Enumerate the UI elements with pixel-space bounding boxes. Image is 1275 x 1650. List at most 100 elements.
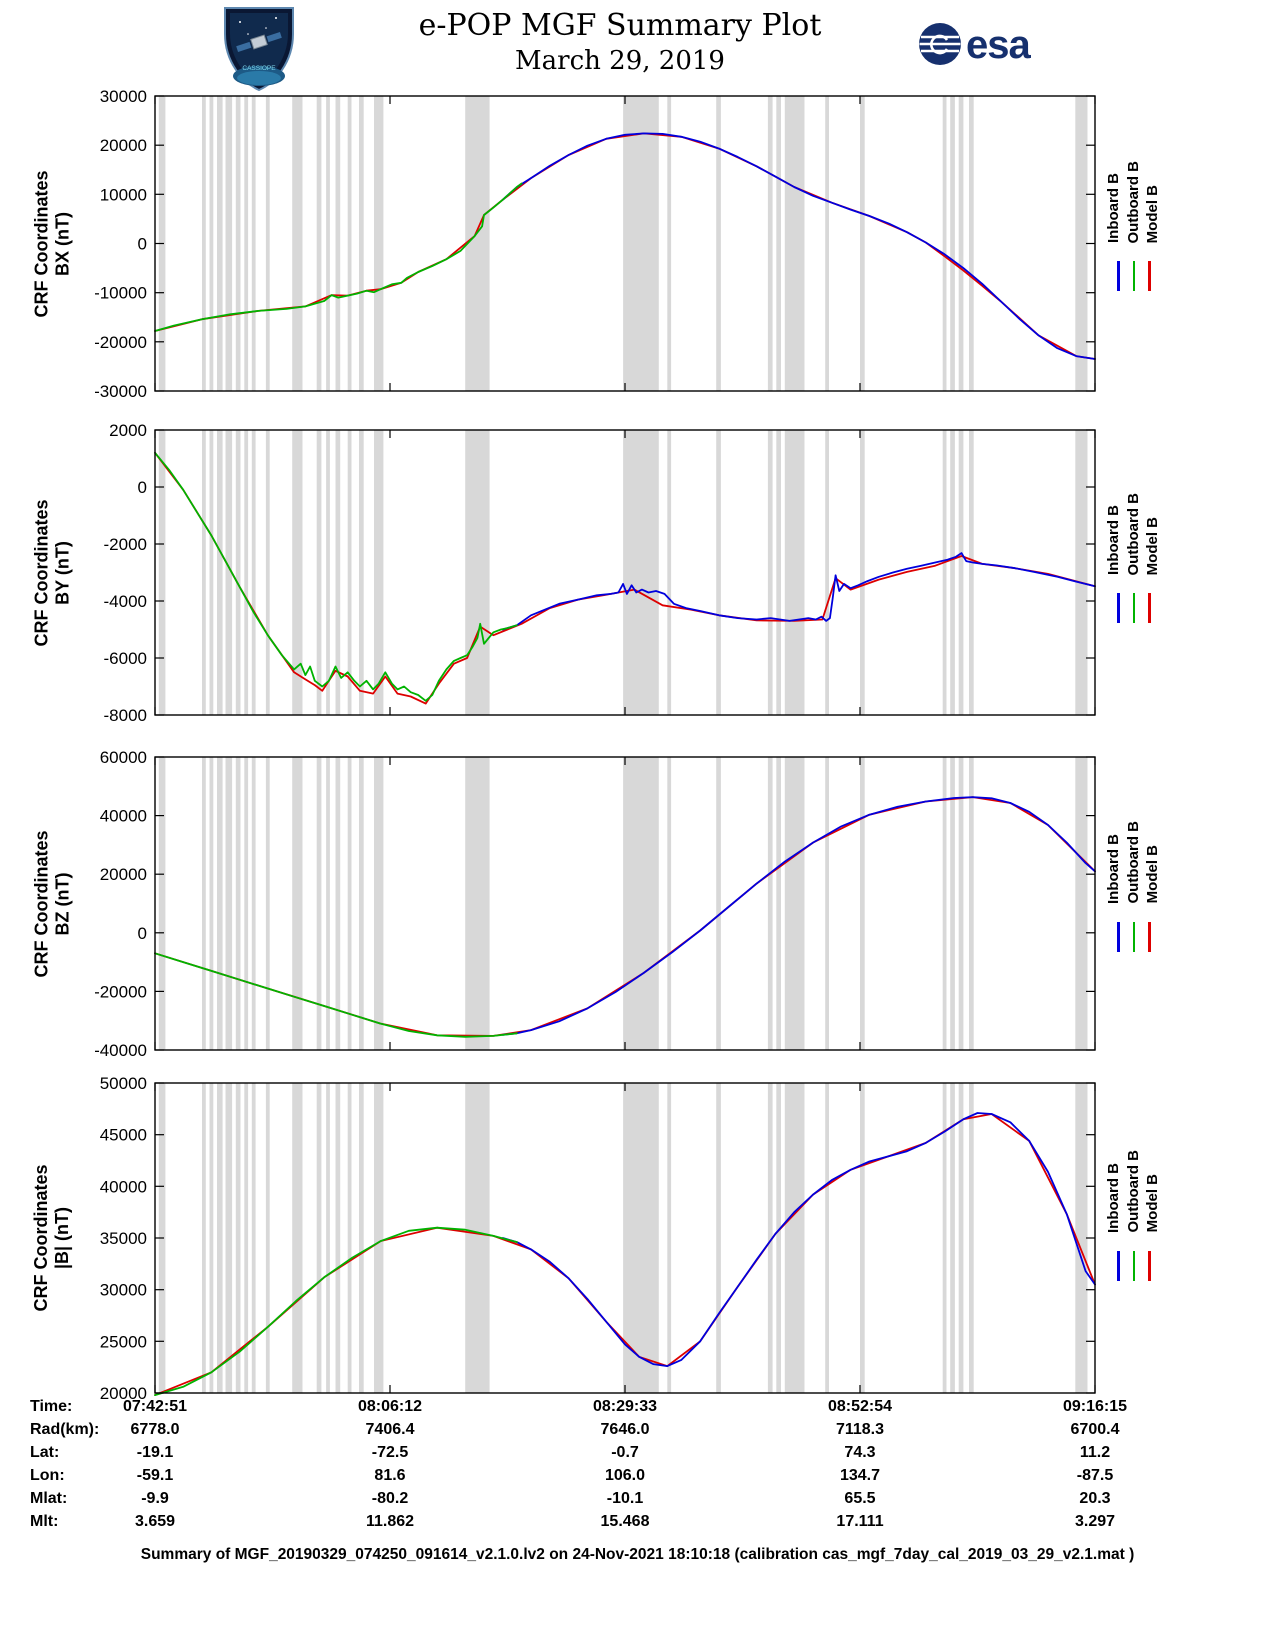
table-row: Lon: -59.1 81.6 106.0 134.7 -87.5 <box>0 1467 1275 1490</box>
table-cell: -72.5 <box>371 1444 409 1461</box>
y-tick-label: -2000 <box>104 535 147 554</box>
data-gap-band <box>1075 430 1088 715</box>
legend-label-outboard-b: Outboard B <box>1124 160 1142 244</box>
data-gap-band <box>767 757 773 1050</box>
table-cell: 11.862 <box>365 1513 415 1530</box>
bz-plot: -40000 -20000 0 20000 40000 60000 <box>95 748 1096 1060</box>
legend-label-inboard-b: Inboard B <box>1105 833 1123 904</box>
table-cell: 7118.3 <box>835 1421 885 1438</box>
data-gap-band <box>667 96 672 391</box>
data-gap-band <box>776 96 781 391</box>
footer-summary-line: Summary of MGF_20190329_074250_091614_v2… <box>140 1546 1135 1563</box>
data-gap-band <box>667 430 672 715</box>
series-path-inboard-b <box>501 1112 1096 1367</box>
data-gap-band <box>958 757 964 1050</box>
legend-labels: Inboard B Outboard B Model B <box>1105 810 1162 904</box>
data-gap-band <box>335 1083 341 1393</box>
table-row-label: Time: <box>30 1398 73 1415</box>
series-path-outboard-b <box>154 182 523 332</box>
data-gap-band <box>359 430 364 715</box>
data-gap-band <box>950 1083 955 1393</box>
table-row-label: Lon: <box>30 1467 65 1484</box>
legend-label-outboard-b: Outboard B <box>1124 492 1142 576</box>
data-gap-band <box>225 430 233 715</box>
data-gap-band <box>825 1083 829 1393</box>
data-gap-band <box>667 757 672 1050</box>
y-tick-label: -30000 <box>95 382 147 401</box>
legend-line-outboard-b <box>1132 593 1136 624</box>
data-gap-band <box>950 430 955 715</box>
data-gap-band <box>326 757 330 1050</box>
y-tick-label: -6000 <box>104 649 147 668</box>
y-tick-label: 20000 <box>100 1384 147 1403</box>
data-gap-band <box>158 430 166 715</box>
table-cell: 09:16:15 <box>1062 1398 1128 1415</box>
table-cell: 08:06:12 <box>357 1398 423 1415</box>
y-tick-label: -10000 <box>95 284 147 303</box>
data-gap-band <box>292 96 303 391</box>
series-path-outboard-b <box>154 1226 518 1396</box>
legend-by: Inboard B Outboard B Model B <box>1101 481 1167 624</box>
bmag-plot: 20000 25000 30000 35000 40000 45000 50000 <box>100 1074 1096 1403</box>
data-gap-band <box>950 757 955 1050</box>
y-tick-label: 40000 <box>100 1177 147 1196</box>
legend-line-model-b <box>1148 921 1151 952</box>
table-cell: -9.9 <box>141 1490 169 1507</box>
legend-label-model-b: Model B <box>1144 184 1162 244</box>
data-gap-band <box>235 96 241 391</box>
data-gap-band <box>374 96 384 391</box>
y-tick-label: -8000 <box>104 706 147 725</box>
data-gap-band <box>374 430 384 715</box>
y-axis-label-line1: CRF Coordinates <box>31 170 51 318</box>
data-gap-band <box>465 430 490 715</box>
data-gap-band <box>217 757 223 1050</box>
y-tick-label: 45000 <box>100 1126 147 1145</box>
data-gap-band <box>326 96 330 391</box>
data-gap-band <box>465 96 490 391</box>
data-gap-band <box>265 1083 270 1393</box>
data-gap-band <box>202 1083 206 1393</box>
table-cell: 134.7 <box>839 1467 881 1484</box>
y-tick-label: -20000 <box>95 333 147 352</box>
y-axis-label-bx: CRF Coordinates BX (nT) <box>31 96 73 391</box>
table-cell: 81.6 <box>374 1467 406 1484</box>
data-gap-band <box>969 96 974 391</box>
data-gap-band <box>202 96 206 391</box>
data-gap-band <box>326 430 330 715</box>
data-gap-band <box>784 757 805 1050</box>
legend-line-samples <box>1117 261 1151 292</box>
data-gap-band <box>958 96 964 391</box>
table-row-label: Mlat: <box>30 1490 68 1507</box>
legend-label-model-b: Model B <box>1144 516 1162 576</box>
table-cell: 17.111 <box>836 1513 884 1530</box>
data-gap-band <box>316 1083 322 1393</box>
y-axis-label-line2: BZ (nT) <box>52 872 72 935</box>
plot-title: e-POP MGF Summary Plot <box>418 8 822 43</box>
legend-labels: Inboard B Outboard B Model B <box>1105 149 1162 244</box>
table-cell: 11.2 <box>1079 1444 1111 1461</box>
data-gap-band <box>202 430 206 715</box>
legend-label-outboard-b: Outboard B <box>1124 1150 1142 1233</box>
legend-label-inboard-b: Inboard B <box>1105 505 1123 576</box>
data-gap-band <box>217 96 223 391</box>
table-cell: 7406.4 <box>365 1421 415 1438</box>
data-gap-band <box>942 1083 947 1393</box>
data-gap-band <box>784 96 805 391</box>
data-gap-band <box>235 430 241 715</box>
data-gap-band <box>235 757 241 1050</box>
data-gap-band <box>265 96 270 391</box>
data-gap-band <box>776 430 781 715</box>
legend-line-inboard-b <box>1117 261 1120 292</box>
table-cell: 3.297 <box>1074 1513 1116 1530</box>
data-gap-band <box>292 430 303 715</box>
data-gap-band <box>244 96 249 391</box>
y-tick-label: 0 <box>138 924 147 943</box>
data-gap-band <box>265 430 270 715</box>
y-tick-label: 10000 <box>100 185 147 204</box>
data-gap-band <box>225 96 233 391</box>
legend-line-model-b <box>1148 261 1151 292</box>
data-gap-band <box>716 430 721 715</box>
title-block: e-POP MGF Summary Plot March 29, 2019 <box>0 8 1240 76</box>
y-axis-label-line1: CRF Coordinates <box>31 1164 51 1312</box>
data-gap-band <box>958 430 964 715</box>
